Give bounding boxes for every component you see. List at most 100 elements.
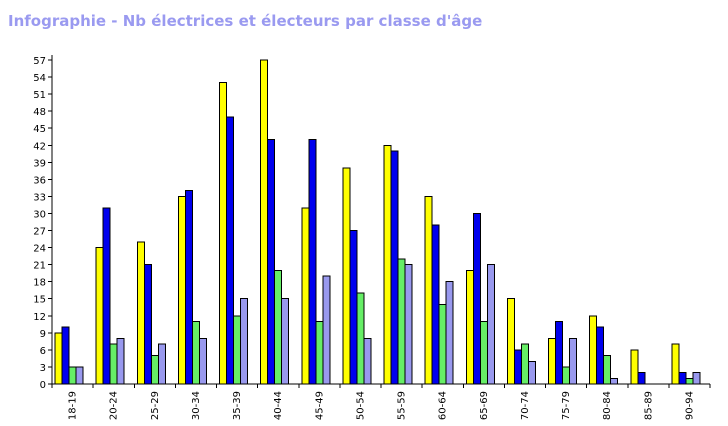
bar-20-24-s1 (95, 247, 104, 385)
bar-65-69-s4 (486, 264, 495, 385)
bar-30-34-s2 (184, 190, 193, 385)
bar-90-94-s3 (685, 377, 694, 385)
y-tick-label: 9 (40, 329, 46, 340)
y-tick-label: 15 (33, 295, 46, 306)
bar-90-94-s4 (692, 372, 701, 385)
bar-45-49-s1 (301, 207, 310, 385)
bar-75-79-s4 (569, 338, 577, 385)
bar-18-19-s1 (54, 332, 63, 385)
bar-45-49-s3 (315, 320, 324, 385)
bars-group (54, 59, 701, 385)
bar-30-34-s3 (191, 320, 200, 385)
bar-80-84-s4 (610, 377, 619, 385)
y-tick-label: 3 (40, 363, 46, 374)
bar-20-24-s3 (109, 343, 118, 385)
x-axis: 18-19 20-24 25-29 30-34 35-39 40-44 45-49 50-54… (51, 383, 711, 420)
y-tick-label: 57 (33, 56, 46, 67)
bar-60-64-s2 (431, 224, 440, 385)
y-tick-label: 30 (33, 209, 46, 220)
bar-45-49-s4 (322, 275, 331, 385)
bar-80-84-s2 (596, 326, 605, 385)
bar-85-89-s1 (630, 349, 639, 385)
x-tick-label: 65-69 (479, 391, 490, 420)
bar-80-84-s1 (589, 315, 598, 385)
bar-70-74-s2 (513, 349, 522, 385)
y-tick-label: 54 (33, 73, 46, 84)
x-tick-label: 25-29 (150, 391, 161, 420)
bar-70-74-s4 (527, 360, 536, 385)
bar-50-54-s1 (342, 167, 351, 385)
y-tick-label: 6 (40, 346, 46, 357)
x-tick-label: 55-59 (397, 391, 408, 420)
bar-25-29-s4 (157, 343, 166, 385)
y-tick-label: 48 (33, 107, 46, 118)
y-tick-label: 0 (40, 380, 46, 391)
y-tick-label: 21 (33, 261, 46, 272)
y-tick-label: 39 (33, 158, 46, 169)
bar-75-79-s1 (548, 338, 556, 385)
bar-50-54-s4 (363, 338, 372, 385)
bar-85-89-s2 (637, 372, 646, 385)
bar-55-59-s2 (390, 150, 399, 385)
bar-20-24-s4 (116, 338, 125, 385)
y-tick-label: 33 (33, 192, 46, 203)
y-tick-label: 51 (33, 90, 46, 101)
y-tick-label: 42 (33, 141, 46, 152)
x-tick-label: 45-49 (314, 391, 325, 420)
bar-40-44-s4 (281, 298, 290, 385)
x-tick-label: 85-89 (643, 391, 654, 420)
bar-55-59-s4 (404, 264, 413, 385)
bar-25-29-s3 (150, 355, 159, 385)
bar-55-59-s1 (383, 144, 392, 385)
x-tick-label: 90-94 (684, 391, 695, 420)
bar-35-39-s3 (233, 315, 241, 385)
bar-65-69-s1 (465, 269, 474, 385)
bar-75-79-s3 (562, 366, 570, 385)
bar-70-74-s3 (520, 343, 529, 385)
x-tick-label: 35-39 (232, 391, 243, 420)
bar-30-34-s4 (198, 338, 207, 385)
x-tick-label: 30-34 (191, 391, 202, 420)
bar-25-29-s1 (136, 241, 145, 385)
y-tick-label: 27 (33, 227, 46, 238)
y-tick-label: 24 (33, 244, 46, 255)
x-tick-label: 75-79 (561, 391, 572, 420)
bar-60-64-s3 (438, 303, 447, 385)
x-tick-label: 80-84 (602, 391, 613, 420)
bar-50-54-s3 (356, 292, 365, 385)
bar-40-44-s2 (267, 139, 276, 385)
bar-35-39-s4 (240, 298, 248, 385)
bar-90-94-s2 (678, 372, 687, 385)
bar-75-79-s2 (555, 320, 563, 385)
bar-60-64-s1 (424, 195, 433, 385)
bar-35-39-s1 (219, 82, 227, 385)
bar-50-54-s2 (349, 230, 358, 385)
y-tick-label: 18 (33, 278, 46, 289)
bar-35-39-s2 (226, 116, 234, 385)
x-tick-label: 70-74 (520, 391, 531, 420)
bar-40-44-s3 (274, 269, 283, 385)
y-tick-label: 12 (33, 312, 46, 323)
bar-65-69-s3 (479, 320, 488, 385)
x-tick-label: 18-19 (68, 391, 79, 420)
bar-90-94-s1 (671, 343, 680, 385)
bar-18-19-s4 (75, 366, 84, 385)
bar-40-44-s1 (260, 59, 269, 385)
bar-25-29-s2 (143, 264, 152, 385)
bar-30-34-s1 (177, 195, 186, 385)
bar-65-69-s2 (472, 212, 481, 385)
chart-title: Infographie - Nb électrices et électeurs… (8, 12, 483, 30)
x-tick-label: 50-54 (355, 391, 366, 420)
bar-18-19-s2 (61, 326, 70, 385)
y-tick-label: 36 (33, 175, 46, 186)
bar-45-49-s2 (308, 139, 317, 385)
x-tick-label: 20-24 (109, 391, 120, 420)
y-tick-label: 45 (33, 124, 46, 135)
bar-60-64-s4 (445, 281, 454, 385)
x-tick-label: 40-44 (273, 391, 284, 420)
bar-18-19-s3 (68, 366, 77, 385)
bar-70-74-s1 (506, 298, 515, 385)
bar-80-84-s3 (603, 355, 612, 385)
